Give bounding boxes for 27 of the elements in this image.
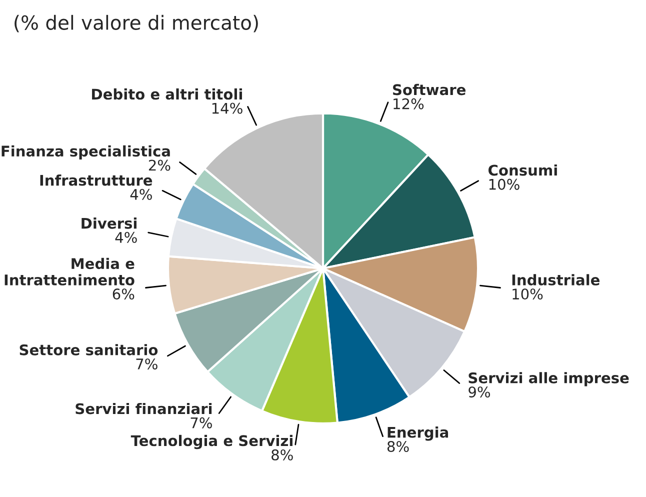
data-label: 8% <box>272 449 293 460</box>
slice-label: Infrastrutture <box>40 174 152 186</box>
data-label: 4% <box>130 188 152 200</box>
data-label: 2% <box>148 160 170 171</box>
slice-label: Energia <box>388 426 448 441</box>
slice-label: Finanza specialistica <box>2 145 170 160</box>
chart-title: (% del valore di mercato) <box>14 14 258 32</box>
slice-label: Debito e altri titoli <box>92 88 242 100</box>
data-label: 9% <box>468 386 490 398</box>
data-label: 6% <box>112 288 134 300</box>
slice-label: Diversi <box>82 218 136 229</box>
slice-label: Settore sanitario <box>20 344 158 356</box>
data-label: 12% <box>394 98 424 110</box>
slice-label: Servizi alle imprese <box>468 372 629 386</box>
data-label: 7% <box>136 358 158 370</box>
slice-label: Tecnologia e Servizi <box>130 434 292 450</box>
data-label: 10% <box>512 288 543 300</box>
slice-label: Software <box>393 84 466 96</box>
data-label: 10% <box>489 178 520 190</box>
data-label: 14% <box>212 102 242 114</box>
slice-label: Media e Intrattenimento <box>4 258 134 286</box>
data-label: 7% <box>190 417 212 428</box>
slice-label: Consumi <box>488 164 557 176</box>
data-label: 8% <box>387 440 409 452</box>
data-label: 4% <box>115 232 137 243</box>
slice-label: Industriale <box>512 274 600 286</box>
slice-label: Servizi finanziari <box>76 402 212 414</box>
